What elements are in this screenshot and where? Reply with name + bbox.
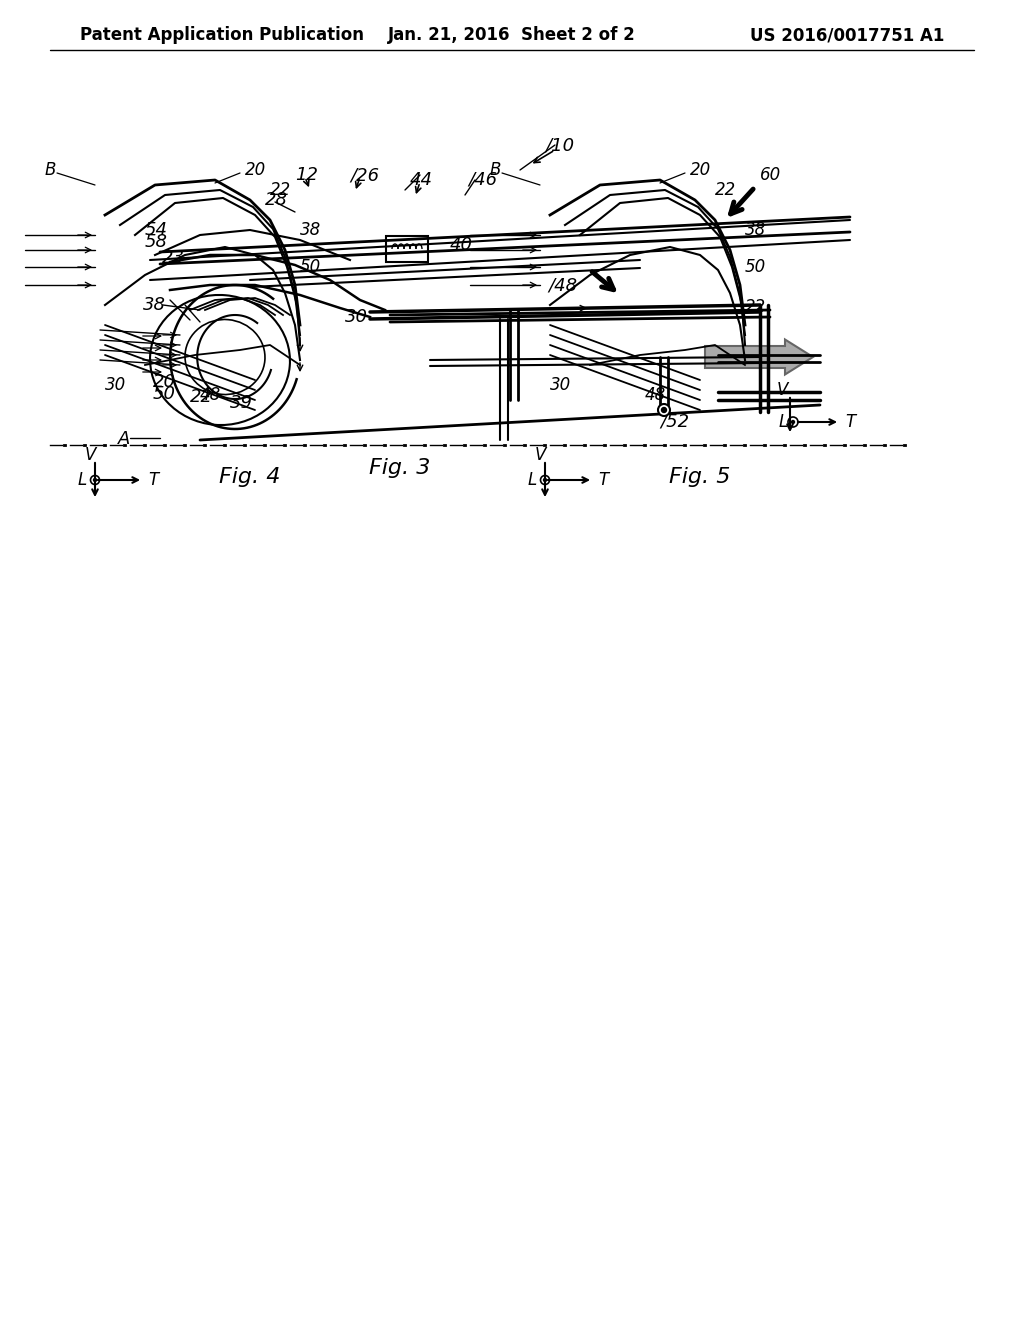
FancyArrow shape <box>705 339 813 375</box>
Text: /26: /26 <box>350 166 379 183</box>
Text: 50: 50 <box>153 385 176 403</box>
Text: 40: 40 <box>450 236 473 253</box>
Text: 22: 22 <box>745 298 766 315</box>
Text: 20: 20 <box>245 161 266 180</box>
Text: B: B <box>490 161 502 180</box>
Text: /10: /10 <box>545 136 574 154</box>
Text: 30: 30 <box>345 308 368 326</box>
Circle shape <box>662 408 667 412</box>
Text: Patent Application Publication: Patent Application Publication <box>80 26 364 44</box>
Text: V: V <box>84 446 95 465</box>
Circle shape <box>792 421 795 424</box>
Text: 28: 28 <box>265 191 288 209</box>
Text: 48: 48 <box>200 385 221 404</box>
Text: L: L <box>527 471 537 488</box>
Text: A: A <box>118 430 130 447</box>
Text: 38: 38 <box>300 220 322 239</box>
Text: 23: 23 <box>162 249 185 267</box>
Text: 50: 50 <box>300 257 322 276</box>
Text: 30: 30 <box>105 376 126 393</box>
Text: /46: /46 <box>468 172 497 189</box>
Text: 38: 38 <box>745 220 766 239</box>
Text: 22: 22 <box>715 181 736 199</box>
Text: L: L <box>778 413 788 432</box>
Text: 44: 44 <box>410 172 433 189</box>
Circle shape <box>544 479 547 482</box>
Text: 12: 12 <box>295 166 318 183</box>
Text: 30: 30 <box>550 376 571 393</box>
Text: 22: 22 <box>270 181 291 199</box>
Text: 50: 50 <box>745 257 766 276</box>
Text: US 2016/0017751 A1: US 2016/0017751 A1 <box>750 26 944 44</box>
Text: Fig. 3: Fig. 3 <box>370 458 431 478</box>
Text: V: V <box>776 381 787 399</box>
Text: Jan. 21, 2016  Sheet 2 of 2: Jan. 21, 2016 Sheet 2 of 2 <box>388 26 636 44</box>
Text: 60: 60 <box>760 166 781 183</box>
Text: B: B <box>45 161 56 180</box>
Text: 58: 58 <box>145 234 168 251</box>
Text: 38: 38 <box>143 296 166 314</box>
Text: 39: 39 <box>230 393 253 412</box>
Text: /52: /52 <box>660 413 689 432</box>
Text: 20: 20 <box>690 161 712 180</box>
Text: /48: /48 <box>548 276 578 294</box>
Text: T: T <box>148 471 158 488</box>
Circle shape <box>93 479 96 482</box>
Text: 20: 20 <box>153 374 176 391</box>
Text: Fig. 4: Fig. 4 <box>219 467 281 487</box>
Text: T: T <box>845 413 855 432</box>
Circle shape <box>658 404 670 416</box>
Text: 22: 22 <box>190 388 213 407</box>
Text: Fig. 5: Fig. 5 <box>670 467 731 487</box>
Text: 54: 54 <box>145 220 168 239</box>
Text: T: T <box>598 471 608 488</box>
Text: 48: 48 <box>645 385 667 404</box>
FancyBboxPatch shape <box>386 236 428 261</box>
Text: V: V <box>535 446 546 465</box>
Text: L: L <box>78 471 87 488</box>
